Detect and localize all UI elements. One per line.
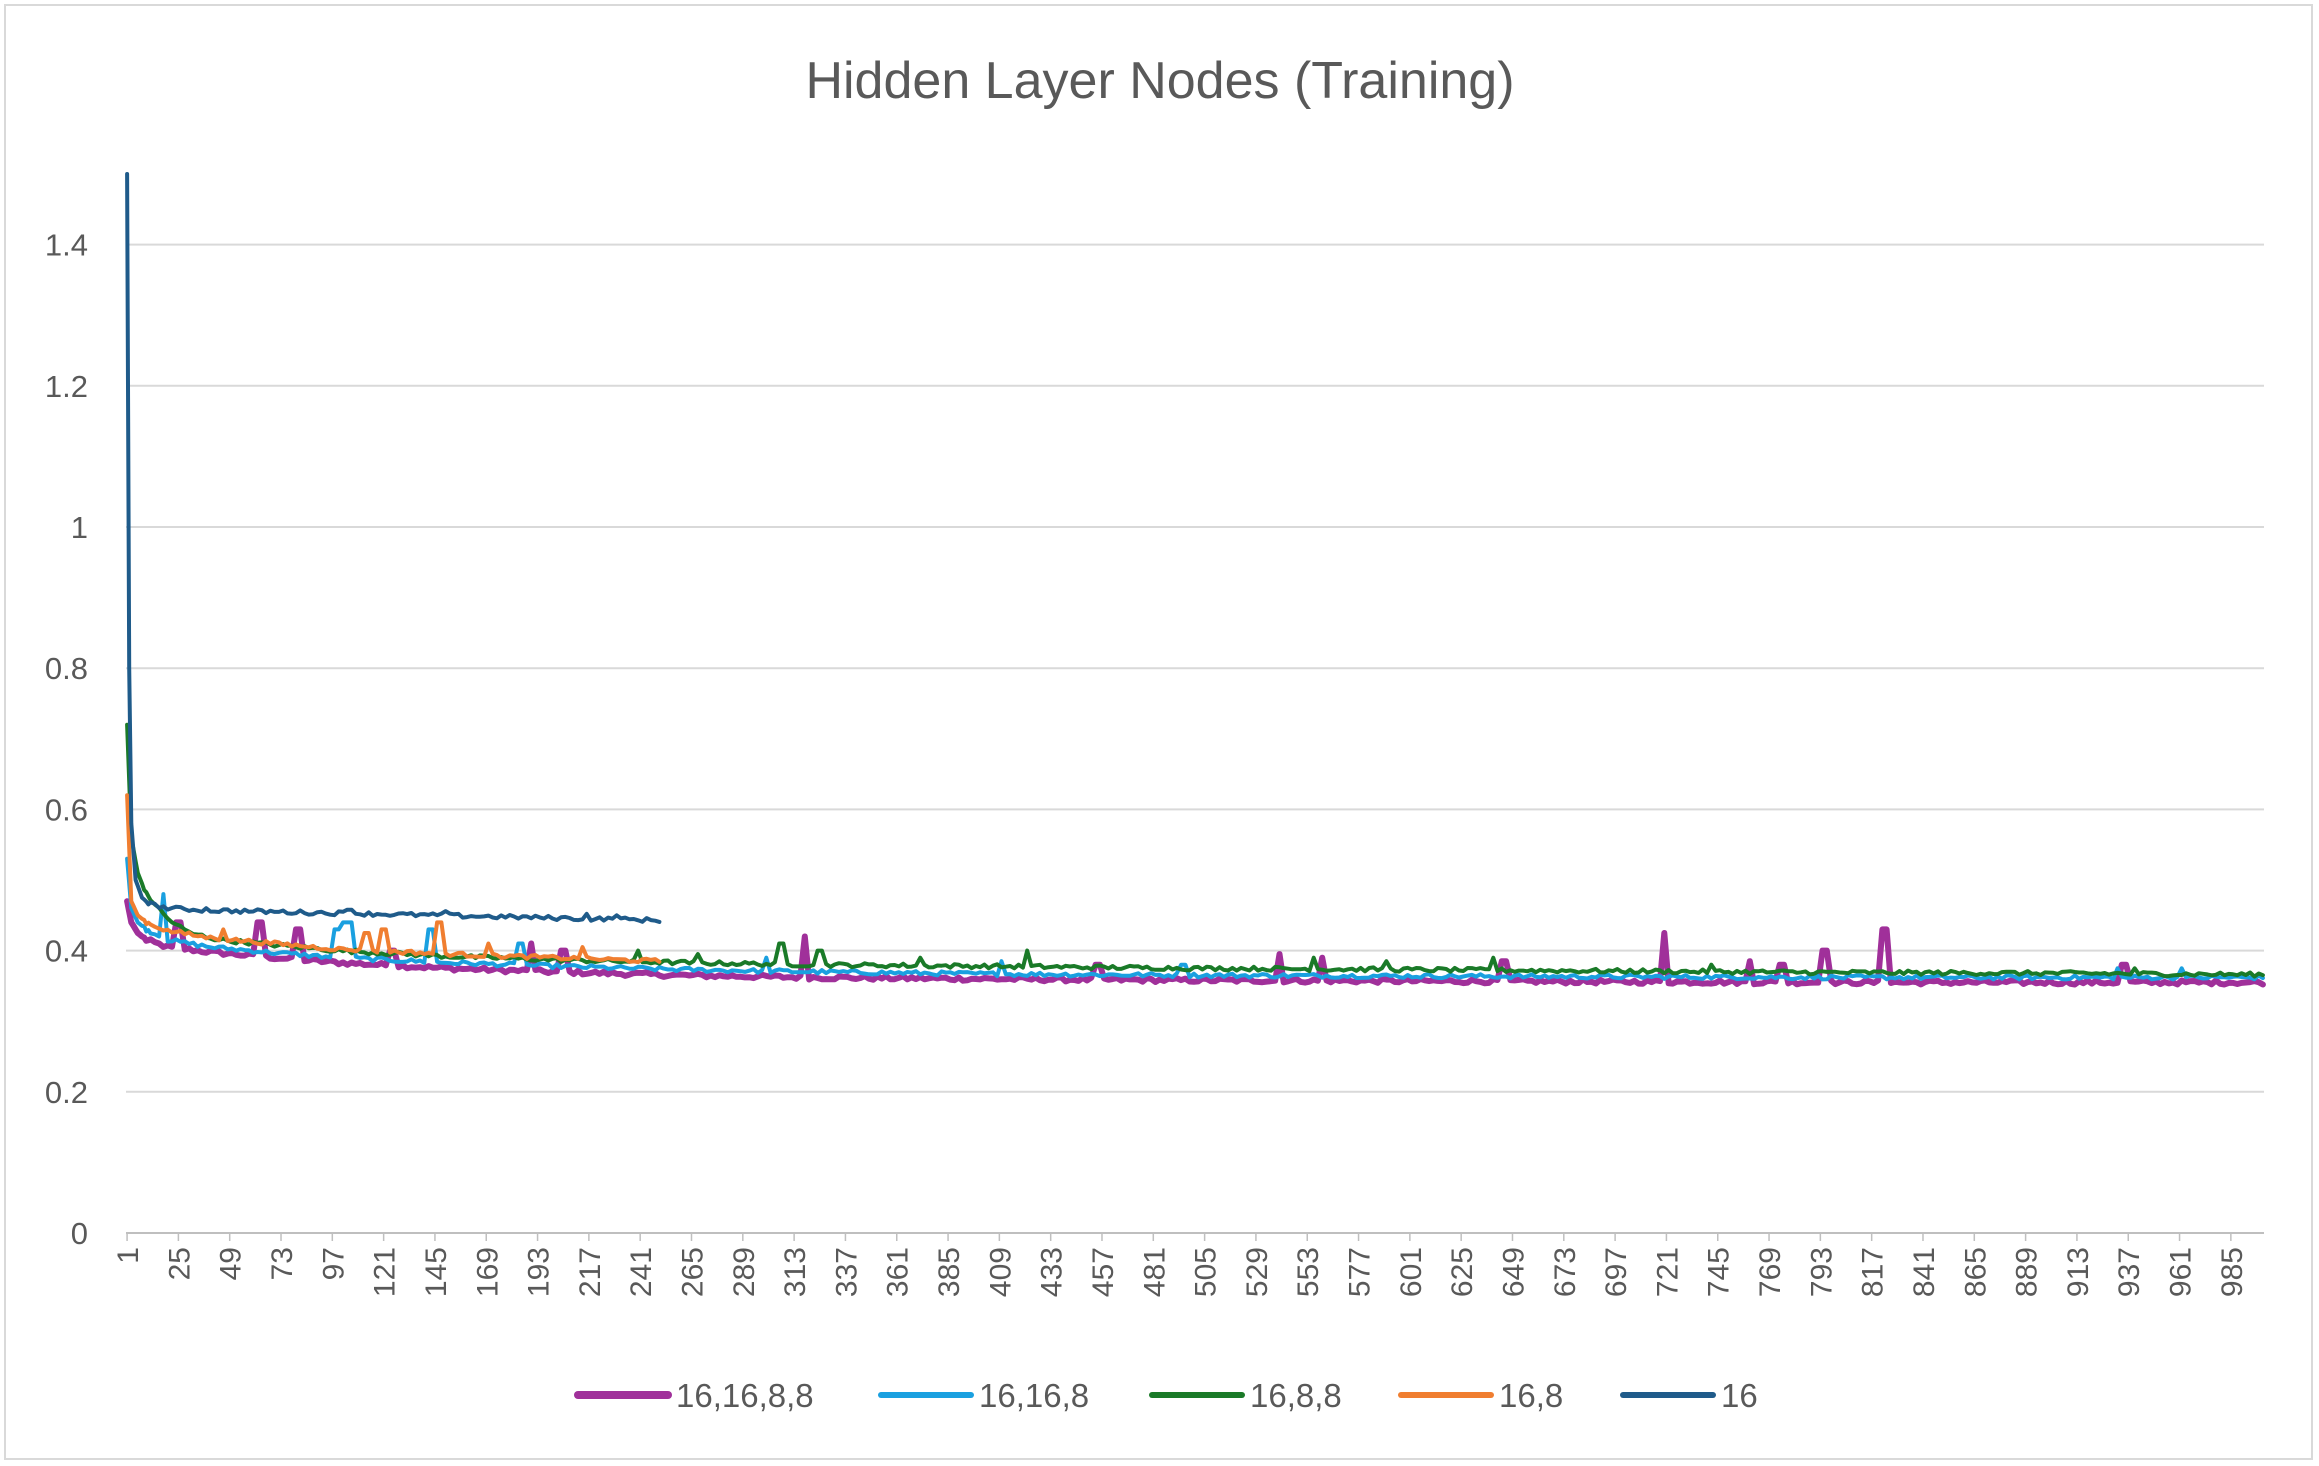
x-tick-label: 985	[2216, 1247, 2249, 1297]
chart-title: Hidden Layer Nodes (Training)	[805, 52, 1514, 110]
y-axis-tick-labels: 0 0.2 0.4 0.6 0.8 1 1.2 1.4	[45, 228, 88, 1251]
y-tick-label: 0.2	[45, 1075, 88, 1110]
x-tick-label: 841	[1908, 1247, 1941, 1297]
x-tick-label: 673	[1549, 1247, 1582, 1297]
x-tick-label: 601	[1395, 1247, 1428, 1297]
x-tick-label: 625	[1446, 1247, 1479, 1297]
x-tick-label: 313	[779, 1247, 812, 1297]
y-tick-label: 1.2	[45, 369, 88, 404]
x-tick-label: 481	[1138, 1247, 1171, 1297]
x-tick-label: 337	[830, 1247, 863, 1297]
x-tick-label: 913	[2062, 1247, 2095, 1297]
x-tick-label: 385	[933, 1247, 966, 1297]
gridlines	[126, 243, 2264, 1234]
x-tick-label: 553	[1292, 1247, 1325, 1297]
legend: 16,16,8,8 16,16,8 16,8,8 16,8 16	[574, 1377, 1758, 1414]
x-tick-label: 745	[1703, 1247, 1736, 1297]
series-line-3	[125, 793, 662, 965]
legend-label: 16,8,8	[1250, 1377, 1342, 1414]
x-tick-label: 145	[420, 1247, 453, 1297]
x-tick-label: 961	[2165, 1247, 2198, 1297]
x-tick-label: 577	[1344, 1247, 1377, 1297]
x-tick-label: 769	[1754, 1247, 1787, 1297]
legend-label: 16,8	[1499, 1377, 1563, 1414]
x-tick-label: 25	[163, 1247, 196, 1280]
x-tick-label: 697	[1600, 1247, 1633, 1297]
series-line-4	[125, 172, 662, 924]
y-tick-label: 1	[71, 510, 88, 545]
legend-label: 16,16,8	[979, 1377, 1089, 1414]
x-tick-label: 49	[215, 1247, 248, 1280]
x-tick-label: 241	[625, 1247, 658, 1297]
line-chart: Hidden Layer Nodes (Training) 0 0.2 0.4 0.6…	[45, 52, 2266, 1414]
x-tick-label: 169	[471, 1247, 504, 1297]
x-tick-label: 97	[317, 1247, 350, 1280]
x-tick-label: 529	[1241, 1247, 1274, 1297]
x-tick-label: 265	[677, 1247, 710, 1297]
x-tick-label: 433	[1036, 1247, 1069, 1297]
x-tick-label: 865	[1959, 1247, 1992, 1297]
x-tick-label: 889	[2011, 1247, 2044, 1297]
x-tick-label: 793	[1805, 1247, 1838, 1297]
legend-label: 16,16,8,8	[676, 1377, 814, 1414]
x-tick-label: 193	[523, 1247, 556, 1297]
x-tick-label: 73	[266, 1247, 299, 1280]
series-line-1	[125, 856, 2265, 982]
y-tick-label: 0.6	[45, 792, 88, 827]
x-tick-label: 289	[728, 1247, 761, 1297]
x-tick-label: 361	[882, 1247, 915, 1297]
legend-label: 16	[1721, 1377, 1758, 1414]
x-tick-label: 721	[1651, 1247, 1684, 1297]
x-tick-label: 409	[984, 1247, 1017, 1297]
x-tick-label: 505	[1190, 1247, 1223, 1297]
y-tick-label: 0.8	[45, 651, 88, 686]
chart-frame: Hidden Layer Nodes (Training) 0 0.2 0.4 0.6…	[4, 4, 2313, 1460]
series-line-2	[125, 722, 2265, 979]
x-tick-label: 649	[1497, 1247, 1530, 1297]
series-lines	[124, 172, 2266, 988]
x-tick-label: 937	[2113, 1247, 2146, 1297]
y-tick-label: 1.4	[45, 228, 88, 263]
y-tick-label: 0.4	[45, 934, 88, 969]
x-tick-label: 817	[1857, 1247, 1890, 1297]
x-tick-label: 1	[112, 1247, 145, 1264]
x-tick-label: 217	[574, 1247, 607, 1297]
x-tick-label: 457	[1087, 1247, 1120, 1297]
y-tick-label: 0	[71, 1216, 88, 1251]
x-axis-tick-labels: 1 25 49 73 97 121 145 169 193 217 241 265 289 313 337 3…	[112, 1233, 2249, 1297]
series-line-0	[124, 898, 2266, 988]
x-tick-label: 121	[369, 1247, 402, 1297]
